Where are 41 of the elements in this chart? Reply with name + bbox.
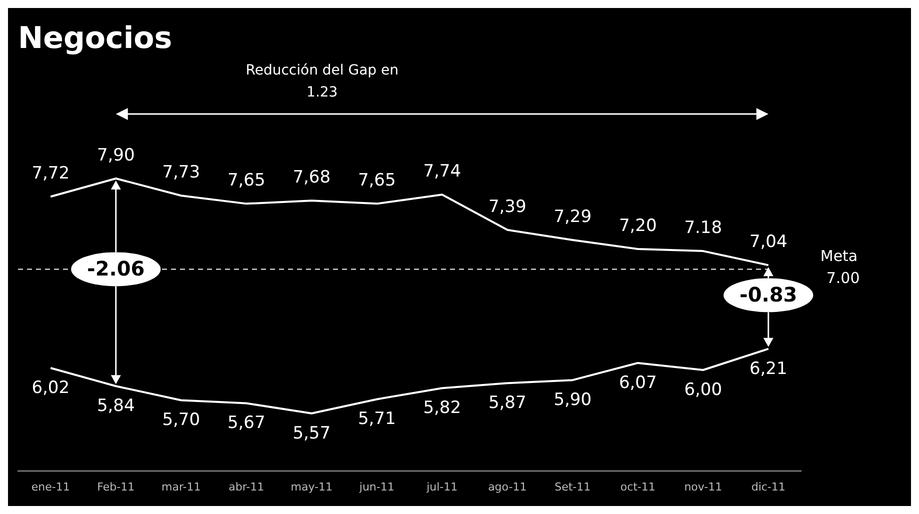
x-tick-label: abr-11 [228,480,264,494]
annotation: -2.06 [87,256,145,280]
data-label: 7,72 [32,164,70,184]
x-tick-label: jun-11 [358,480,394,494]
x-tick-label: ago-11 [488,480,527,494]
data-label: 6,07 [618,372,657,393]
x-tick-label: dic-11 [751,480,786,494]
data-label: 7,65 [358,170,396,191]
data-label: 5,70 [162,410,200,430]
annotation: -0.83 [740,282,798,306]
x-tick-label: nov-11 [684,480,722,494]
x-tick-label: oct-11 [620,480,656,494]
data-label: 5,71 [358,409,396,430]
data-label: 5,87 [488,393,526,414]
data-label: 7,65 [227,170,266,191]
data-label: 7,04 [749,232,788,252]
data-label: 6,00 [684,380,722,400]
data-label: 5,84 [96,396,135,416]
data-label: 7,74 [423,162,462,182]
ref-line-label: Meta 7.00 [820,247,860,288]
data-label: 7,73 [162,162,200,183]
x-tick-label: Set-11 [554,480,591,494]
data-label: 7,29 [554,206,592,227]
x-tick-label: Feb-11 [97,480,135,494]
x-tick-label: ene-11 [31,480,70,494]
data-label: 5,90 [554,390,592,410]
data-label: 7,39 [488,196,526,217]
x-tick-label: mar-11 [162,480,201,494]
data-label: 7.18 [684,218,722,238]
x-tick-label: jul-11 [426,480,458,494]
data-label: 7,20 [618,216,657,236]
data-label: 7,68 [292,168,331,188]
data-label: 5,57 [292,423,331,444]
data-label: 5,67 [227,413,266,434]
text: Reducción del Gap en 1.23 [246,62,398,101]
data-label: 7,90 [96,145,135,166]
x-tick-label: may-11 [290,480,332,494]
data-label: 5,82 [423,398,462,418]
data-label: 6,02 [32,378,70,398]
chart-title: Negocios [18,20,172,56]
data-label: 6,21 [749,358,788,379]
